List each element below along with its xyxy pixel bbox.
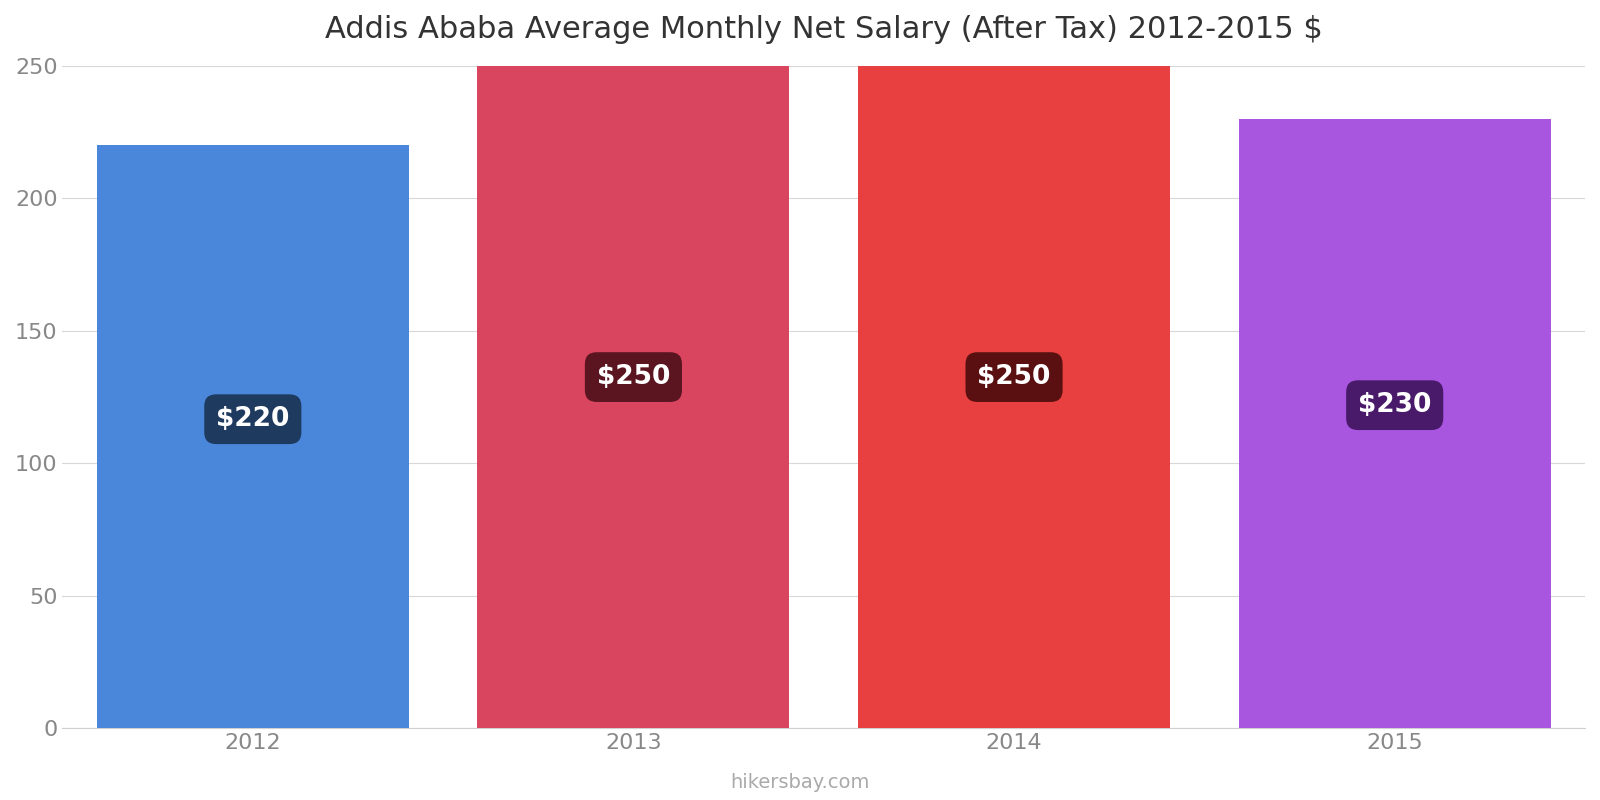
Text: $220: $220 [216, 406, 290, 432]
Bar [96, 146, 410, 728]
Bar [1238, 118, 1550, 728]
Title: Addis Ababa Average Monthly Net Salary (After Tax) 2012-2015 $: Addis Ababa Average Monthly Net Salary (… [325, 15, 1323, 44]
Bar [477, 66, 789, 728]
Text: $230: $230 [1358, 392, 1432, 418]
Bar [858, 66, 1170, 728]
Text: $250: $250 [597, 364, 670, 390]
Text: hikersbay.com: hikersbay.com [730, 773, 870, 792]
Text: $250: $250 [978, 364, 1051, 390]
